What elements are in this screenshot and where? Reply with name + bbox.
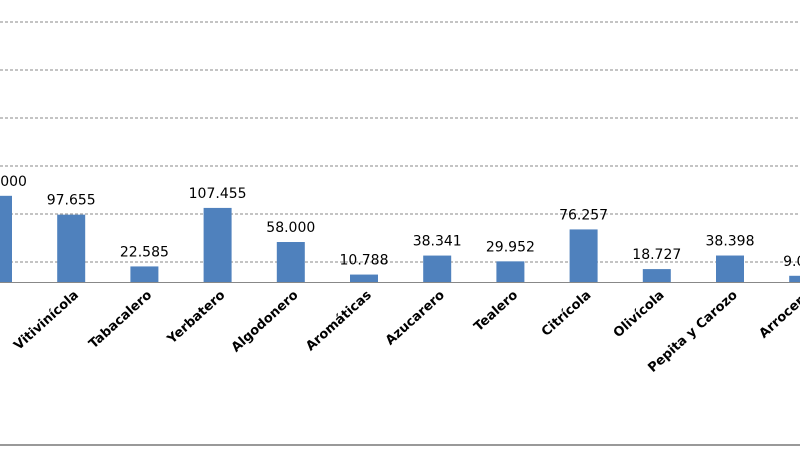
value-label: 107.455: [189, 186, 247, 202]
bar: [569, 229, 598, 282]
value-label: 29.952: [486, 239, 535, 255]
bar: [716, 255, 744, 282]
bar: [496, 261, 525, 282]
bar: [130, 266, 159, 282]
value-label: 18.727: [632, 247, 681, 263]
bar: [0, 195, 12, 282]
bar: [203, 207, 232, 282]
bar: [350, 274, 378, 282]
value-label: 22.585: [120, 244, 169, 260]
value-label: 76.257: [559, 207, 608, 223]
bar: [423, 255, 452, 282]
value-label: 9.000: [783, 254, 800, 270]
bar: [642, 269, 671, 282]
value-label: 125.000: [0, 174, 27, 190]
bar: [57, 214, 86, 282]
bar: [276, 242, 305, 282]
value-label: 97.655: [47, 193, 96, 209]
value-label: 38.398: [706, 234, 755, 250]
bar: [789, 275, 800, 282]
value-label: 10.788: [340, 253, 389, 269]
value-label: 38.341: [413, 234, 462, 250]
value-label: 58.000: [266, 220, 315, 236]
